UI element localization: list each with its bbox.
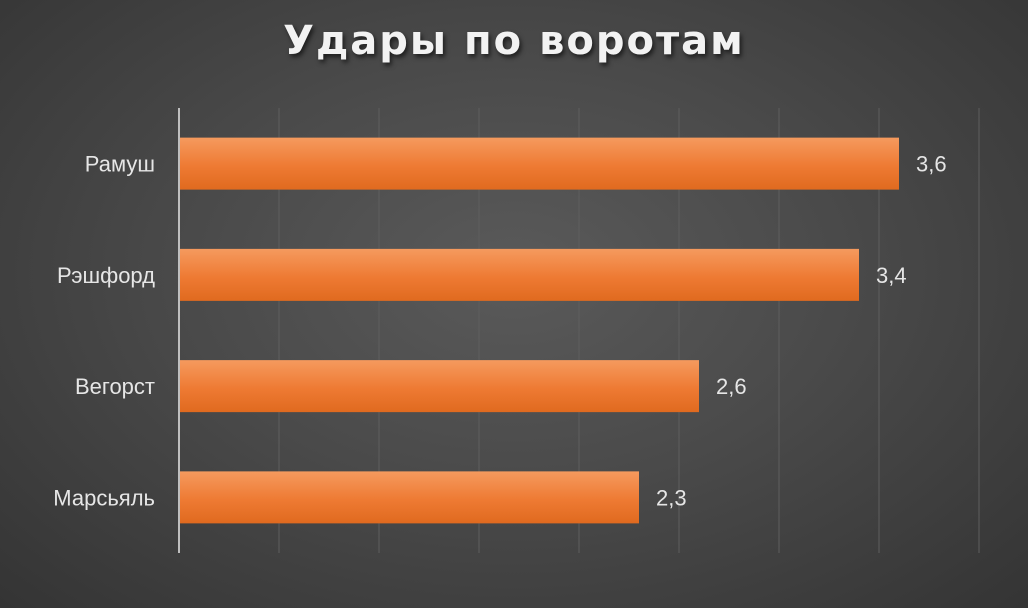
- bar: [179, 471, 639, 524]
- data-label: 3,6: [916, 152, 947, 177]
- category-label: Рамуш: [85, 152, 155, 177]
- category-label: Вегорст: [75, 374, 155, 399]
- data-label: 2,3: [656, 485, 687, 510]
- bar: [179, 248, 859, 301]
- chart-title: Удары по воротам: [283, 18, 745, 64]
- bar: [179, 360, 699, 413]
- data-label: 2,6: [716, 374, 747, 399]
- data-label: 3,4: [876, 263, 907, 288]
- category-label: Рэшфорд: [57, 263, 155, 288]
- bar: [179, 137, 899, 190]
- category-label: Марсьяль: [53, 485, 155, 510]
- bars: [179, 137, 899, 524]
- labels: Рамуш 3,6 Рэшфорд 3,4 Вегорст 2,6 Марсьяль 2,3: [53, 152, 946, 511]
